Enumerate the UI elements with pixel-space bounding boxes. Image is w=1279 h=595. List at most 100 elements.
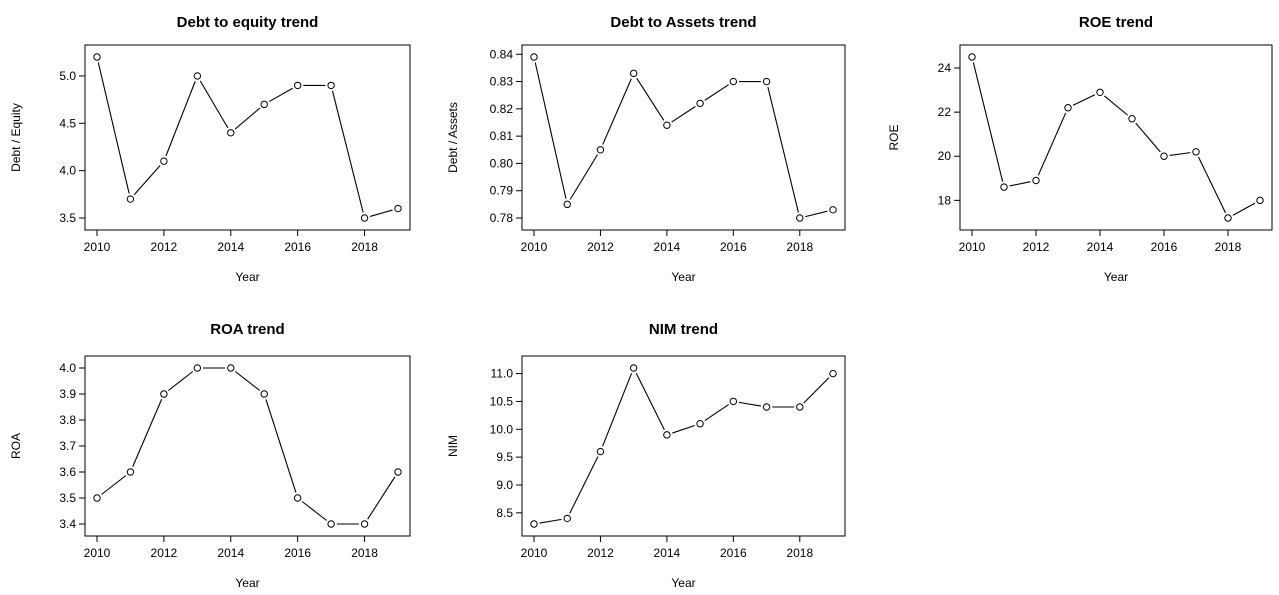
y-tick-label: 0.84: [490, 47, 514, 61]
data-point: [394, 204, 402, 213]
x-tick-label: 2014: [217, 546, 244, 560]
series-line-segment: [1169, 152, 1191, 157]
x-axis-label: Year: [235, 270, 259, 284]
series-line-segment: [805, 210, 828, 218]
series-line-segment: [1072, 94, 1096, 106]
x-tick-label: 2016: [1151, 240, 1178, 254]
data-point: [596, 146, 605, 154]
data-point: [796, 403, 804, 411]
series-line-segment: [539, 518, 562, 524]
x-tick-label: 2012: [587, 546, 614, 560]
y-tick-label: 3.4: [59, 517, 76, 531]
data-point: [829, 206, 837, 214]
x-axis-label: Year: [1104, 270, 1128, 284]
data-point: [696, 420, 704, 428]
chart-title: ROA trend: [210, 321, 284, 338]
data-point: [663, 431, 671, 439]
x-tick-label: 2012: [151, 546, 178, 560]
data-point: [260, 390, 268, 398]
plot-frame: [521, 355, 846, 537]
series-line-segment: [199, 80, 229, 129]
series-line-segment: [97, 62, 130, 194]
series-line-segment: [301, 501, 327, 521]
nim-chart: NIM trend 2010 2012 2014 2016 2018 8.5 9.0 9.5 10…: [446, 321, 846, 590]
x-tick-label: 2018: [786, 240, 813, 254]
y-tick-label: 3.9: [59, 387, 76, 401]
roe-chart: ROE trend 2010 2012 2014 2016 2018 18 20 22 24 Yea…: [887, 14, 1273, 284]
chart-title: Debt to Assets trend: [610, 14, 756, 31]
series-line-segment: [265, 399, 297, 493]
x-axis-label: Year: [671, 270, 695, 284]
x-tick-label: 2018: [351, 240, 378, 254]
x-tick-label: 2014: [1087, 240, 1114, 254]
x-tick-label: 2016: [720, 546, 747, 560]
series-line-segment: [803, 377, 830, 404]
x-tick-label: 2014: [217, 240, 244, 254]
data-point: [968, 53, 976, 61]
y-tick-label: 24: [938, 61, 952, 75]
data-point: [829, 369, 837, 378]
series-line-segment: [704, 404, 729, 421]
roa-chart: ROA trend 2010 2012 2014 2016 2018 3.4 3.5 3.6 3.…: [9, 321, 411, 590]
series-line-segment: [101, 475, 127, 495]
data-point: [126, 195, 135, 203]
y-tick-label: 8.5: [496, 506, 513, 520]
x-tick-label: 2014: [654, 546, 681, 560]
debt-to-assets-chart: Debt to Assets trend 2010 2012 2014 2016 2018…: [446, 14, 846, 284]
debt-to-equity-chart: Debt to equity trend 2010 2012 2014 2016 2018…: [9, 14, 411, 284]
y-tick-label: 3.6: [59, 465, 76, 479]
y-tick-label: 0.83: [490, 75, 514, 89]
data-point: [1224, 214, 1232, 222]
x-tick-label: 2012: [587, 240, 614, 254]
y-tick-label: 10.5: [490, 394, 514, 408]
data-point: [327, 81, 335, 90]
chart-title: NIM trend: [649, 321, 718, 338]
data-point: [1192, 148, 1200, 156]
series-line-segment: [1135, 122, 1161, 153]
x-tick-label: 2014: [654, 240, 681, 254]
series-line-segment: [1037, 112, 1067, 176]
data-point: [293, 494, 302, 502]
y-axis-label: ROE: [887, 124, 901, 150]
chart-title: Debt to equity trend: [177, 14, 319, 31]
plot-frame: [959, 44, 1273, 231]
series-line-segment: [168, 371, 194, 391]
x-tick-label: 2016: [720, 240, 747, 254]
series-line-segment: [331, 90, 364, 213]
series-line-segment: [132, 399, 163, 467]
series-line-segment: [767, 86, 799, 213]
y-axis-label: Debt / Assets: [446, 102, 460, 173]
data-point: [563, 200, 571, 209]
series-line-segment: [234, 371, 261, 391]
y-tick-label: 22: [938, 105, 952, 119]
data-point: [1000, 183, 1008, 191]
series-line-segment: [1104, 95, 1128, 116]
plot-frame: [521, 44, 846, 231]
data-point: [563, 514, 571, 523]
y-tick-label: 3.8: [59, 413, 76, 427]
y-tick-label: 0.78: [490, 211, 514, 225]
series-line-segment: [635, 372, 665, 430]
x-tick-label: 2016: [284, 240, 311, 254]
y-tick-label: 3.7: [59, 439, 76, 453]
y-tick-label: 4.0: [59, 164, 76, 178]
series-line-segment: [1197, 156, 1227, 214]
data-point: [93, 53, 101, 61]
y-tick-label: 3.5: [59, 491, 76, 505]
x-tick-label: 2010: [84, 546, 111, 560]
y-tick-label: 9.5: [496, 450, 513, 464]
data-point: [796, 214, 804, 222]
data-point: [227, 364, 235, 372]
plot-frame: [84, 355, 411, 537]
data-point: [394, 468, 402, 476]
series-line-segment: [1232, 202, 1256, 216]
data-point: [530, 520, 538, 528]
y-tick-label: 18: [938, 193, 952, 207]
x-axis-label: Year: [235, 576, 259, 590]
data-point: [360, 520, 369, 528]
data-point: [193, 72, 202, 80]
data-point: [293, 81, 302, 90]
x-tick-label: 2012: [151, 240, 178, 254]
data-point: [260, 100, 268, 109]
data-point: [762, 403, 771, 411]
